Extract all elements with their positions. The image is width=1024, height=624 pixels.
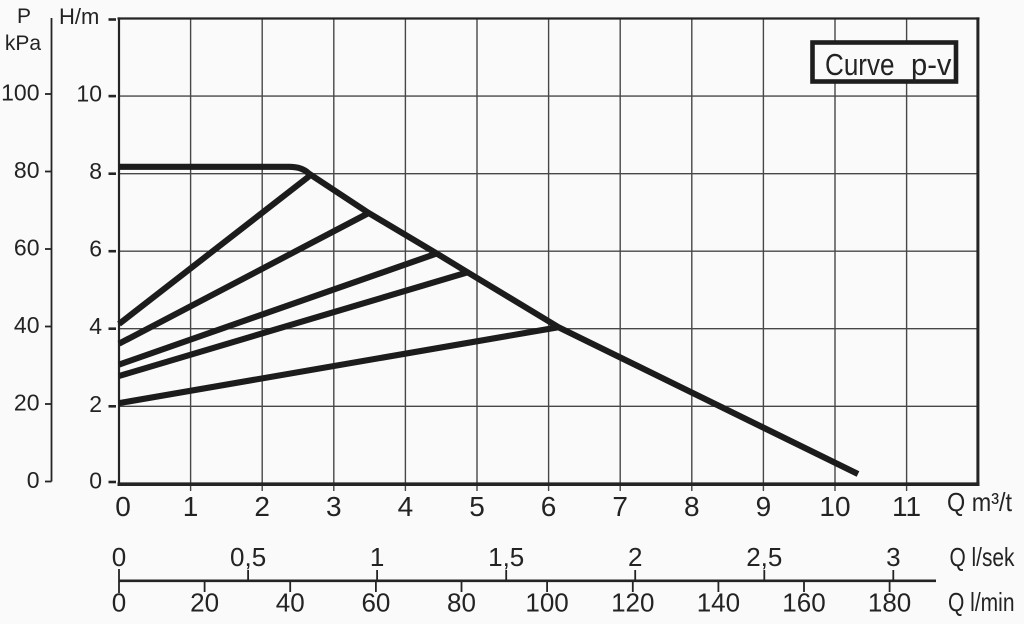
svg-text:10: 10 xyxy=(76,81,102,107)
svg-text:40: 40 xyxy=(276,588,305,618)
svg-text:Q l/min: Q l/min xyxy=(948,587,1015,617)
svg-text:0: 0 xyxy=(27,467,40,493)
svg-text:0,5: 0,5 xyxy=(230,542,266,572)
svg-text:6: 6 xyxy=(541,491,557,522)
svg-text:10: 10 xyxy=(819,491,850,522)
svg-text:100: 100 xyxy=(525,588,568,618)
svg-text:0: 0 xyxy=(115,491,131,522)
svg-text:9: 9 xyxy=(756,491,772,522)
svg-text:Curve: Curve xyxy=(825,47,895,82)
svg-text:4: 4 xyxy=(89,313,102,339)
svg-text:p-v: p-v xyxy=(911,47,952,82)
svg-text:8: 8 xyxy=(89,158,102,184)
svg-text:8: 8 xyxy=(684,491,700,522)
svg-text:0: 0 xyxy=(112,588,126,618)
svg-text:4: 4 xyxy=(398,491,414,522)
svg-text:80: 80 xyxy=(14,157,40,183)
svg-text:11: 11 xyxy=(892,491,921,522)
svg-text:20: 20 xyxy=(190,588,219,618)
svg-text:Q l/sek: Q l/sek xyxy=(950,542,1016,572)
svg-text:2,5: 2,5 xyxy=(746,542,782,572)
svg-text:2: 2 xyxy=(254,491,270,522)
svg-text:20: 20 xyxy=(14,390,40,416)
svg-text:160: 160 xyxy=(782,588,825,618)
svg-text:H/m: H/m xyxy=(59,4,99,29)
svg-text:40: 40 xyxy=(14,312,40,338)
svg-text:60: 60 xyxy=(361,588,390,618)
svg-text:5: 5 xyxy=(469,491,485,522)
svg-text:1: 1 xyxy=(183,491,199,522)
svg-text:60: 60 xyxy=(14,235,40,261)
svg-text:100: 100 xyxy=(1,80,39,106)
svg-text:P: P xyxy=(17,5,31,28)
svg-text:0: 0 xyxy=(112,542,126,572)
svg-text:7: 7 xyxy=(612,491,628,522)
svg-text:180: 180 xyxy=(868,588,911,618)
svg-text:2: 2 xyxy=(628,542,642,572)
svg-text:80: 80 xyxy=(447,588,476,618)
svg-text:140: 140 xyxy=(697,588,740,618)
svg-text:3: 3 xyxy=(326,491,342,522)
svg-text:0: 0 xyxy=(89,467,102,493)
svg-text:kPa: kPa xyxy=(5,32,42,55)
svg-text:1: 1 xyxy=(370,542,384,572)
svg-text:120: 120 xyxy=(611,588,654,618)
svg-text:Q m³/t: Q m³/t xyxy=(947,487,1013,517)
svg-text:6: 6 xyxy=(89,236,102,262)
svg-text:3: 3 xyxy=(886,542,900,572)
svg-text:1,5: 1,5 xyxy=(488,542,524,572)
svg-text:2: 2 xyxy=(89,391,102,417)
